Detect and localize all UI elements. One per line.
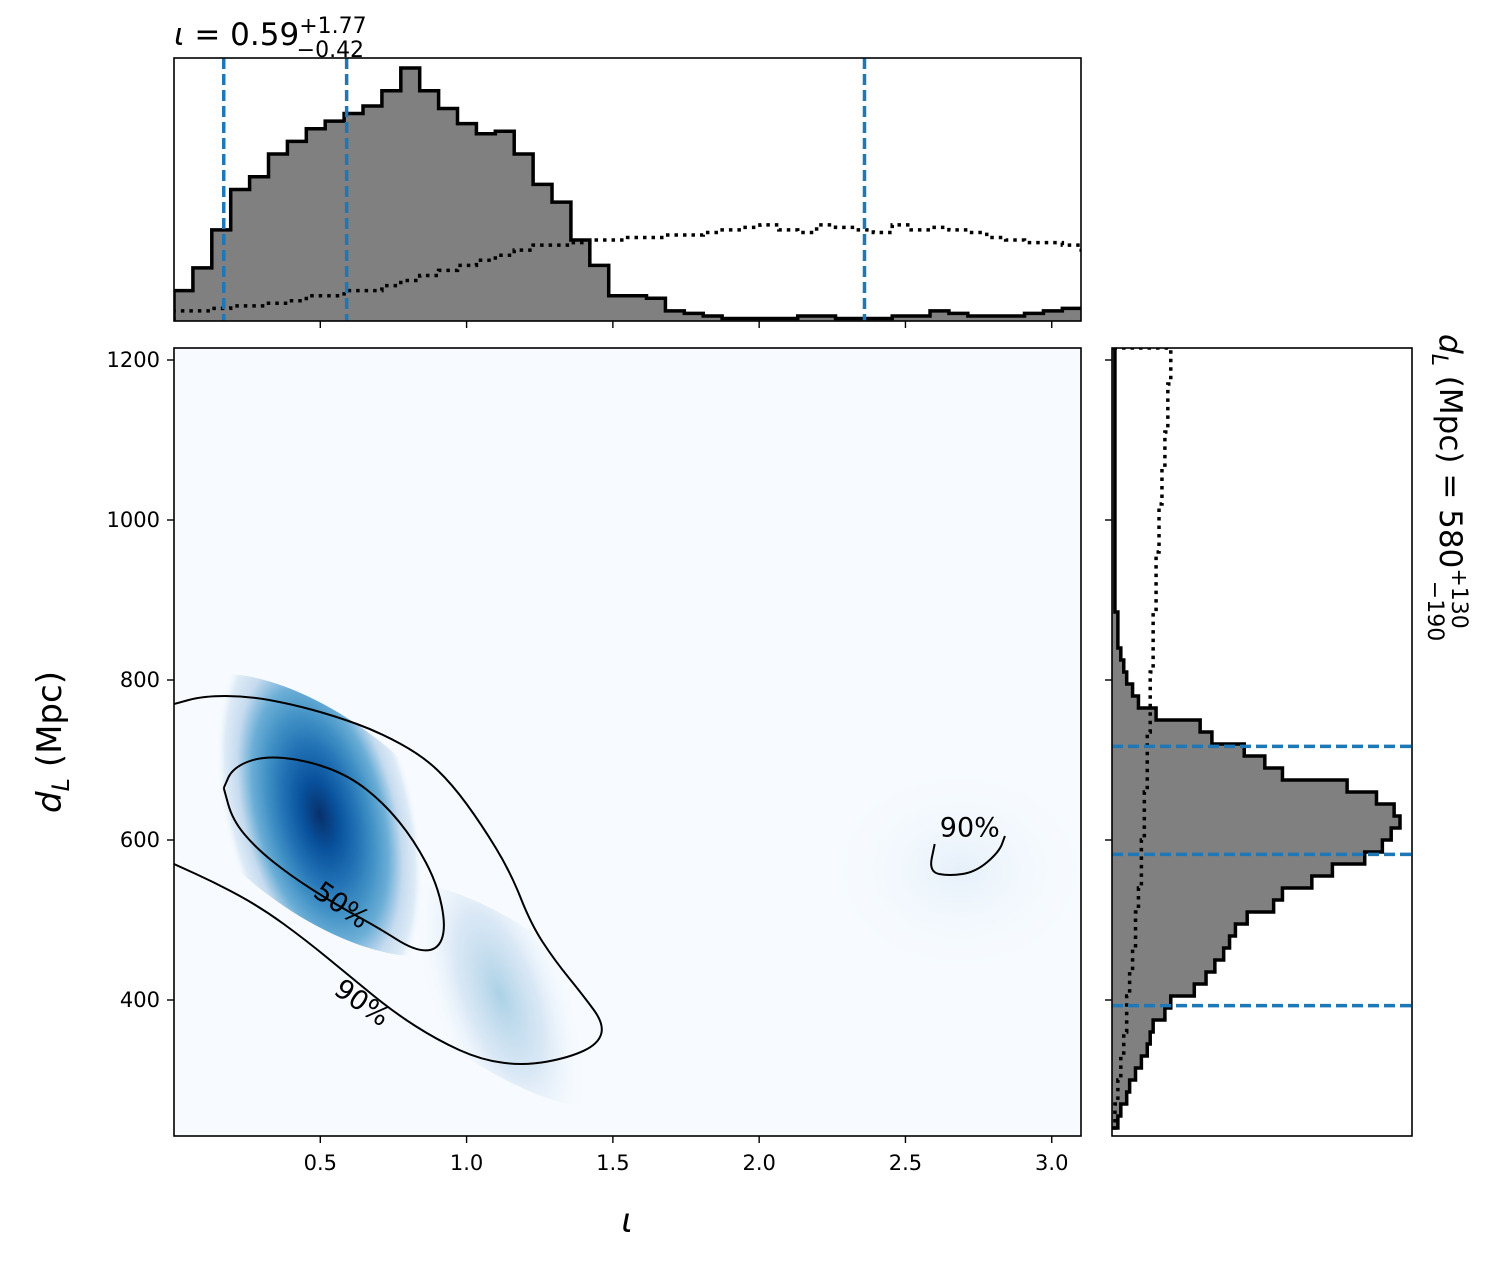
dL-posterior-fill <box>1112 348 1400 1128</box>
contour-50 <box>222 756 445 952</box>
dL-title-upper: +130 <box>1446 568 1471 628</box>
y-tick-label: 600 <box>120 828 160 852</box>
x-tick-label: 2.5 <box>889 1151 922 1175</box>
y-tick-label: 1200 <box>107 348 160 372</box>
y-tick-label: 400 <box>120 988 160 1012</box>
x-tick-label: 3.0 <box>1035 1151 1068 1175</box>
y-tick-label: 800 <box>120 668 160 692</box>
x-tick-label: 2.0 <box>742 1151 775 1175</box>
iota-title-lower: −0.42 <box>297 38 364 63</box>
iota-posterior-bin <box>1081 308 1100 321</box>
iota-posterior-bin <box>1138 306 1157 321</box>
iota-posterior-bin <box>1214 303 1233 321</box>
iota-posterior-bin <box>1251 308 1270 321</box>
dL-posterior-outline <box>1112 348 1402 1130</box>
iota-posterior-bin <box>1195 301 1214 321</box>
iota-posterior-bin <box>1157 306 1176 321</box>
iota-marginal-frame <box>173 57 1082 322</box>
dL-marginal-title: dL (Mpc) = 580+130−190 <box>1422 334 1471 641</box>
iota-title-upper: +1.77 <box>299 14 366 39</box>
iota-posterior-bin <box>1232 308 1251 321</box>
x-tick-label: 0.5 <box>304 1151 337 1175</box>
density-core <box>174 673 485 957</box>
contour-90 <box>930 835 1006 876</box>
contour-label: 90% <box>940 812 1000 843</box>
dL-title-lower: −190 <box>1422 581 1447 641</box>
iota-posterior-fill <box>174 68 1081 321</box>
x-axis-label: ι <box>621 1201 633 1241</box>
iota-posterior-bin <box>1100 311 1119 321</box>
iota-marginal-title: ι = 0.59+1.77 −0.42 <box>174 14 367 63</box>
joint-density-panel: 50%90%90% 0.5 1.0 1.5 2.0 2.5 3.0 40060080010… <box>30 347 1082 1241</box>
y-tick-label: 1000 <box>107 508 160 532</box>
iota-posterior-bin <box>1176 301 1195 321</box>
dL-marginal-panel: dL (Mpc) = 580+130−190 <box>1105 334 1471 1137</box>
iota-posterior-outline <box>174 66 1081 321</box>
dL-marginal-frame <box>1111 347 1413 1137</box>
dL-prior-outline <box>1112 348 1173 1130</box>
joint-density-frame <box>173 347 1082 1137</box>
x-tick-label: 1.0 <box>450 1151 483 1175</box>
y-axis-label: dL (Mpc) <box>30 671 75 813</box>
contour-90 <box>174 694 603 1065</box>
x-tick-label: 1.5 <box>596 1151 629 1175</box>
density-side-mode <box>820 760 1081 980</box>
iota-marginal-panel: ι = 0.59+1.77 −0.42 <box>173 14 1270 328</box>
iota-posterior-bin <box>1119 308 1138 321</box>
